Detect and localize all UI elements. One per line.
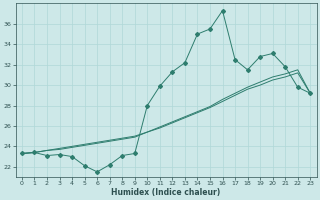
X-axis label: Humidex (Indice chaleur): Humidex (Indice chaleur) bbox=[111, 188, 221, 197]
